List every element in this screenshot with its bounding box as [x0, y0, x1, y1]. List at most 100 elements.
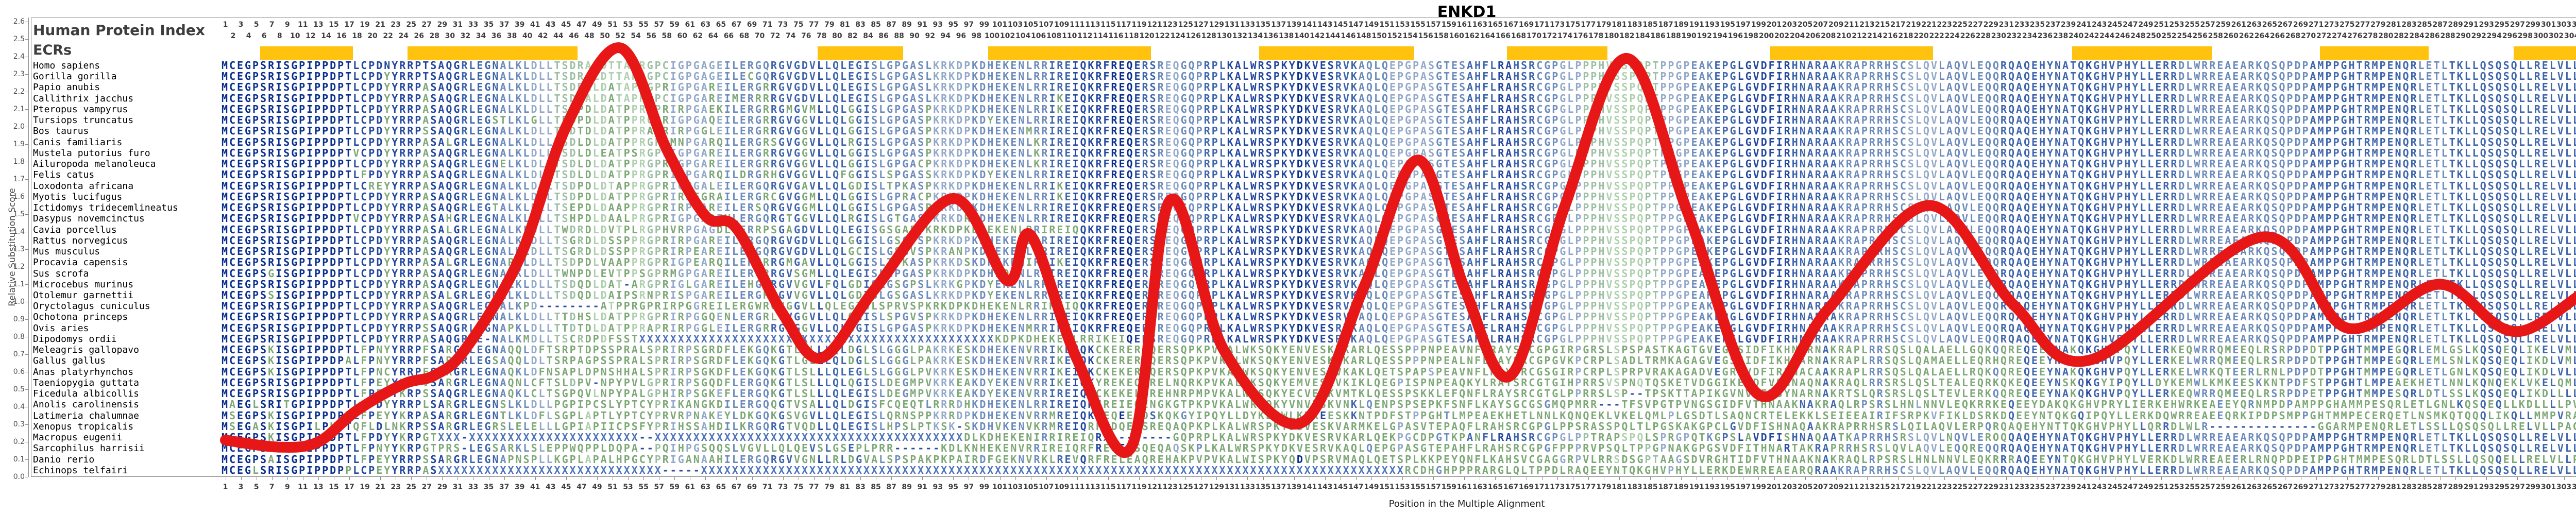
ruler-number: 102 — [999, 32, 1015, 40]
sequence-text: MCEGPSRISGPIPPDPTLCPDYYRRPASAQGRLEGNALKL… — [222, 81, 2576, 94]
x-tick-label: 109 — [1054, 483, 1070, 491]
ecr-bar — [1259, 46, 1414, 60]
ruler-number: 185 — [1642, 21, 1658, 29]
ruler-number: 302 — [2548, 32, 2564, 40]
ruler-number: 14 — [321, 32, 331, 40]
x-tick-label: 257 — [2200, 483, 2215, 491]
ruler-number: 129 — [1209, 21, 1224, 29]
x-tick-label: 169 — [1518, 483, 1534, 491]
ruler-number: 70 — [754, 32, 765, 40]
ruler-number: 146 — [1341, 32, 1356, 40]
sequence-text: MCEGPSRISGPIPPDPTLCPDYYRRPSSAQGRLEGNALKL… — [222, 125, 2576, 138]
ruler-number: 194 — [1712, 32, 1727, 40]
x-tick-label: 193 — [1704, 483, 1720, 491]
ruler-number: 246 — [2115, 32, 2130, 40]
x-tick-mark — [2223, 477, 2224, 480]
ruler-number: 272 — [2316, 32, 2332, 40]
ruler-number: 150 — [1371, 32, 1387, 40]
ruler-number: 26 — [414, 32, 424, 40]
ruler-number: 66 — [723, 32, 734, 40]
x-tick-mark — [891, 477, 892, 480]
ruler-number: 290 — [2455, 32, 2471, 40]
x-tick-label: 29 — [437, 483, 448, 491]
ruler-number: 176 — [1573, 32, 1588, 40]
ruler-number: 249 — [2138, 21, 2154, 29]
x-tick-label: 245 — [2107, 483, 2123, 491]
ruler-number: 154 — [1402, 32, 1418, 40]
ruler-number: 217 — [1890, 21, 1906, 29]
species-name: Echinops telfairi — [33, 465, 128, 476]
y-tick-label: 2.0 — [13, 123, 25, 131]
x-tick-mark — [597, 477, 598, 480]
y-tick-label: 0.8 — [13, 333, 25, 341]
species-name: Dasypus novemcinctus — [33, 213, 145, 225]
ruler-number: 134 — [1247, 32, 1263, 40]
ruler-number: 296 — [2502, 32, 2517, 40]
x-tick-label: 267 — [2277, 483, 2293, 491]
x-tick-label: 295 — [2494, 483, 2510, 491]
ruler-number: 207 — [1813, 21, 1828, 29]
ruler-number: 208 — [1821, 32, 1836, 40]
x-tick-label: 69 — [747, 483, 757, 491]
sequence-text: MCEGPSKISGPIPPDPTLFPNYYKRPGTPRS-LEGSARKL… — [222, 442, 2576, 455]
x-tick-label: 1 — [223, 483, 228, 491]
x-tick-label: 201 — [1766, 483, 1782, 491]
ecr-bar — [2513, 46, 2576, 60]
ruler-number: 61 — [685, 21, 696, 29]
ruler-number: 184 — [1635, 32, 1650, 40]
ruler-number: 109 — [1054, 21, 1070, 29]
y-tick-mark — [25, 354, 28, 355]
ruler-number: 119 — [1131, 21, 1147, 29]
ruler-number: 13 — [313, 21, 324, 29]
sequence-text: MSEGASKISGPILPHTTQFLDLNKRPSSARGRLEGRSLEL… — [222, 420, 2576, 433]
ruler-number: 3 — [238, 21, 244, 29]
y-tick-label: 0.4 — [13, 403, 25, 411]
x-tick-mark — [1216, 477, 1217, 480]
ruler-number: 114 — [1093, 32, 1108, 40]
species-name: Ficedula albicollis — [33, 388, 139, 400]
ruler-number: 261 — [2231, 21, 2246, 29]
x-tick-label: 139 — [1286, 483, 1302, 491]
ruler-number: 54 — [631, 32, 641, 40]
x-tick-label: 67 — [731, 483, 742, 491]
x-tick-label: 123 — [1162, 483, 1178, 491]
ruler-number: 144 — [1325, 32, 1341, 40]
x-tick-label: 147 — [1348, 483, 1364, 491]
species-name: Anas platyrhynchos — [33, 366, 134, 377]
x-tick-label: 297 — [2510, 483, 2525, 491]
x-tick-mark — [783, 477, 784, 480]
ecr-bar — [988, 46, 1151, 60]
ruler-number: 192 — [1697, 32, 1712, 40]
x-tick-mark — [318, 477, 319, 480]
species-name: Homo sapiens — [33, 60, 100, 71]
ruler-number: 6 — [261, 32, 267, 40]
ruler-number: 79 — [824, 21, 835, 29]
ruler-number: 267 — [2277, 21, 2293, 29]
ruler-number: 96 — [956, 32, 967, 40]
y-tick-label: 1.6 — [13, 193, 25, 201]
x-tick-mark — [736, 477, 737, 480]
x-tick-mark — [1836, 477, 1837, 480]
y-tick-mark — [25, 144, 28, 145]
x-tick-label: 213 — [1859, 483, 1875, 491]
x-tick-mark — [1805, 477, 1806, 480]
ruler-number: 113 — [1085, 21, 1100, 29]
ruler-number: 256 — [2192, 32, 2208, 40]
x-tick-mark — [2486, 477, 2487, 480]
ruler-number: 162 — [1464, 32, 1480, 40]
x-tick-mark — [2006, 477, 2007, 480]
x-tick-label: 25 — [406, 483, 416, 491]
ruler-number: 149 — [1364, 21, 1379, 29]
x-tick-label: 83 — [855, 483, 866, 491]
ecr-bar — [1770, 46, 1933, 60]
x-tick-label: 183 — [1627, 483, 1642, 491]
ruler-number: 178 — [1588, 32, 1604, 40]
ruler-number: 151 — [1379, 21, 1395, 29]
x-tick-label: 259 — [2215, 483, 2231, 491]
x-tick-mark — [2517, 477, 2518, 480]
ruler-number: 281 — [2386, 21, 2401, 29]
ruler-number: 157 — [1426, 21, 1441, 29]
x-tick-mark — [1371, 477, 1372, 480]
x-tick-label: 233 — [2014, 483, 2030, 491]
